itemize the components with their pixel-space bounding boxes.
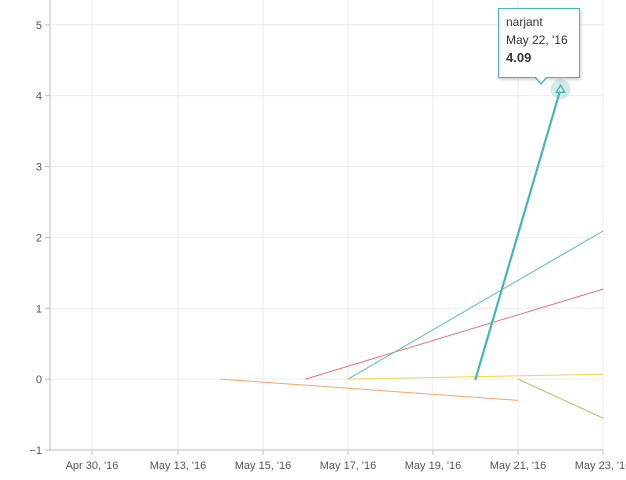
series-line	[220, 378, 519, 401]
y-tick-label: 3	[36, 162, 42, 174]
y-tick-label: 0	[36, 374, 42, 386]
x-tick-label: May 23, '16	[575, 460, 626, 472]
series-line	[347, 230, 604, 380]
tooltip-value: 4.09	[506, 50, 532, 65]
x-tick-label: May 17, '16	[320, 460, 377, 472]
series-line	[517, 378, 604, 419]
x-tick-label: Apr 30, '16	[66, 460, 119, 472]
tooltip-date: May 22, '16	[506, 33, 568, 47]
tooltip-pointer-fill	[536, 77, 546, 83]
tooltip-series-name: narjant	[506, 15, 543, 29]
y-tick-label: 5	[36, 20, 42, 32]
y-tick-label: 2	[36, 232, 42, 244]
x-tick-label: May 13, '16	[150, 460, 207, 472]
x-tick-label: May 21, '16	[490, 460, 547, 472]
y-tick-label: 1	[36, 303, 42, 315]
x-tick-label: May 15, '16	[235, 460, 292, 472]
data-point-marker	[555, 83, 566, 94]
series-line-highlighted	[474, 88, 562, 381]
y-tick-label: 4	[36, 91, 42, 103]
y-tick-label: −1	[29, 445, 42, 457]
series-line	[305, 288, 604, 380]
data-tooltip: narjant May 22, '16 4.09	[498, 8, 580, 78]
x-tick-label: May 19, '16	[405, 460, 462, 472]
